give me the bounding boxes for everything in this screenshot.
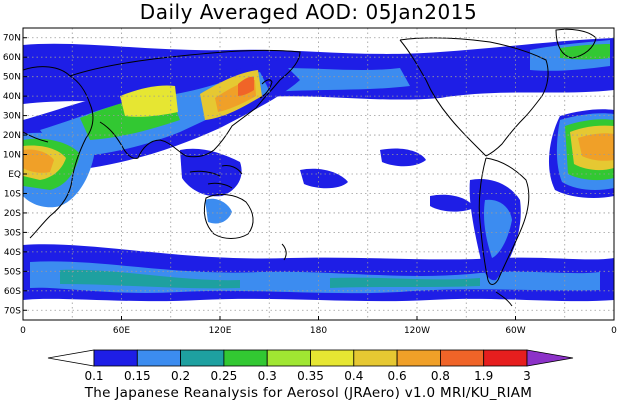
gridline-layer — [23, 28, 614, 320]
colorbar-label: 0.35 — [297, 369, 324, 383]
lat-tick-label: 70S — [4, 306, 21, 316]
coastline-south-america — [478, 157, 530, 285]
coastline-antarctic-peninsula — [495, 291, 513, 307]
lat-tick-label: 60N — [3, 53, 21, 63]
lon-tick-label: 60E — [113, 326, 130, 336]
latitude-axis: 70N 60N 50N 40N 30N 20N 10N EQ 10S 20S 30S 40S 50S 60… — [3, 34, 27, 316]
aod-sahel-orange — [23, 149, 54, 173]
colorbar-label: 0.6 — [388, 369, 407, 383]
colorbar-label: 0.3 — [258, 369, 277, 383]
aod-pacific-blob-1 — [300, 168, 348, 189]
aod-tropical-atlantic-orange — [578, 133, 614, 161]
colorbar-label: 0.4 — [344, 369, 363, 383]
lon-tick-label: 120W — [404, 326, 430, 336]
lat-tick-label: 10N — [3, 151, 21, 161]
aod-south-america-inner — [483, 199, 512, 258]
aod-australia-west — [205, 198, 232, 224]
lat-tick-label: EQ — [8, 170, 21, 180]
colorbar-segment — [136, 349, 182, 367]
lat-tick-label: 70N — [3, 34, 21, 44]
colorbar-segment — [223, 349, 268, 367]
aod-southern-ocean-teal — [60, 269, 480, 289]
aod-north-china-red — [238, 76, 254, 96]
coastline-new-zealand — [281, 243, 287, 261]
colorbar-label: 0.25 — [211, 369, 238, 383]
colorbar-label: 0.15 — [124, 369, 151, 383]
coastline-asia — [69, 49, 301, 159]
aod-pacific-blob-3 — [430, 194, 474, 212]
colorbar-segment — [310, 349, 355, 367]
colorbar-segment — [180, 349, 225, 367]
colorbar-segment — [483, 349, 528, 367]
lat-tick-label: 60S — [4, 287, 21, 297]
lon-tick-label: 180 — [310, 326, 327, 336]
lon-tick-label: 120E — [209, 326, 232, 336]
lat-tick-label: 10S — [4, 189, 21, 199]
colorbar-segment — [93, 349, 138, 367]
lat-tick-label: 50S — [4, 267, 21, 277]
map-title: Daily Averaged AOD: 05Jan2015 — [139, 0, 478, 24]
colorbar-segment — [266, 349, 311, 367]
coastline-greenland — [555, 28, 597, 59]
colorbar-segment — [353, 349, 398, 367]
lon-tick-label: 0 — [611, 326, 617, 336]
coastline-layer — [23, 28, 597, 307]
lat-tick-label: 30S — [4, 228, 21, 238]
colorbar-segment — [439, 349, 485, 367]
aod-pacific-blob-2 — [380, 148, 426, 167]
lon-tick-label: 60W — [505, 326, 525, 336]
longitude-axis: 0 60E 120E 180 120W 60W 0 — [20, 316, 617, 336]
colorbar-segment — [396, 349, 441, 367]
colorbar-label: 3 — [523, 369, 531, 383]
coastline-indonesia — [189, 165, 243, 189]
coastline-australia — [203, 194, 254, 239]
colorbar-low-arrow — [47, 349, 95, 367]
colorbar-label: 1.9 — [474, 369, 493, 383]
colorbar-label: 0.2 — [171, 369, 190, 383]
aod-north-atlantic-green — [560, 44, 610, 60]
lat-tick-label: 40S — [4, 248, 21, 258]
lat-tick-label: 40N — [3, 92, 21, 102]
aod-india-yellow — [120, 85, 178, 117]
colorbar-label: 0.8 — [431, 369, 450, 383]
lat-tick-label: 50N — [3, 73, 21, 83]
lat-tick-label: 20N — [3, 131, 21, 141]
colorbar-label: 0.1 — [84, 369, 103, 383]
aod-colorbar: 0.1 0.15 0.2 0.25 0.3 0.35 0.4 0.6 0.8 1.9 3 — [47, 349, 574, 383]
credit-line: The Japanese Reanalysis for Aerosol (JRA… — [84, 385, 533, 401]
lat-tick-label: 20S — [4, 209, 21, 219]
coastline-japan — [259, 79, 273, 99]
lat-tick-label: 30N — [3, 112, 21, 122]
aod-field-layer — [23, 38, 614, 302]
colorbar-high-arrow — [526, 349, 574, 367]
lon-tick-label: 0 — [20, 326, 26, 336]
coastline-north-america — [399, 37, 549, 157]
